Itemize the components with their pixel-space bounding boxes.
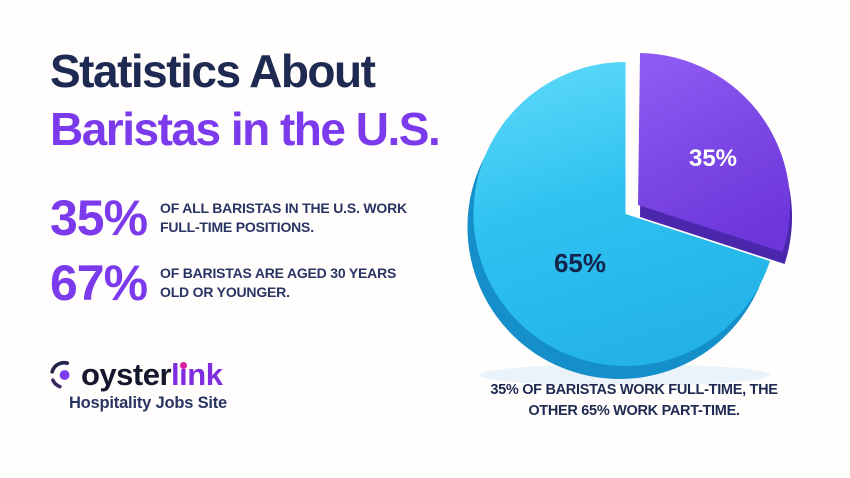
logo-wordmark: oysterlink — [81, 357, 223, 392]
stat-desc-fulltime-line1: OF ALL BARISTAS IN THE U.S. WORK — [160, 200, 407, 216]
stat-desc-fulltime: OF ALL BARISTAS IN THE U.S. WORK FULL-TI… — [160, 193, 407, 237]
chart-caption-line2: OTHER 65% WORK PART-TIME. — [528, 403, 740, 419]
stat-value-fulltime: 35% — [50, 190, 148, 246]
chart-caption: 35% OF BARISTAS WORK FULL-TIME, THE OTHE… — [460, 380, 808, 422]
stats-list: 35% OF ALL BARISTAS IN THE U.S. WORK FUL… — [50, 193, 407, 323]
stat-row-fulltime: 35% OF ALL BARISTAS IN THE U.S. WORK FUL… — [50, 193, 407, 243]
pie-chart: 65% 35% — [460, 45, 850, 385]
oyster-pearl-icon — [48, 360, 78, 390]
logo-pink-i-dot-icon — [180, 362, 188, 369]
pie-chart-svg: 65% 35% — [467, 53, 793, 385]
logo-tagline: Hospitality Jobs Site — [68, 394, 228, 412]
pie-label-65: 65% — [554, 248, 606, 278]
stat-desc-fulltime-line2: FULL-TIME POSITIONS. — [160, 219, 314, 235]
pie-label-35: 35% — [689, 145, 737, 172]
stat-desc-age-line2: OLD OR YOUNGER. — [160, 284, 290, 300]
pie-slice-fulltime — [638, 53, 791, 252]
page-title: Statistics About Baristas in the U.S. — [50, 42, 441, 158]
stat-value-age: 67% — [50, 255, 148, 311]
stat-desc-age: OF BARISTAS ARE AGED 30 YEARS OLD OR YOU… — [160, 258, 396, 302]
chart-caption-line1: 35% OF BARISTAS WORK FULL-TIME, THE — [490, 382, 778, 398]
stat-row-age: 67% OF BARISTAS ARE AGED 30 YEARS OLD OR… — [50, 258, 407, 308]
stat-desc-age-line1: OF BARISTAS ARE AGED 30 YEARS — [160, 265, 397, 281]
logo-row: oysterlink — [48, 358, 248, 392]
logo-brand-link-text: link — [171, 357, 223, 392]
pie-slice-parttime — [473, 61, 770, 366]
logo-brand-link: link — [171, 357, 223, 392]
oysterlink-logo: oysterlink Hospitality Jobs Site — [48, 358, 248, 413]
page-title-line1: Statistics About — [50, 45, 376, 97]
page-title-line2: Baristas in the U.S. — [50, 103, 441, 155]
logo-brand-oyster: oyster — [81, 357, 172, 392]
